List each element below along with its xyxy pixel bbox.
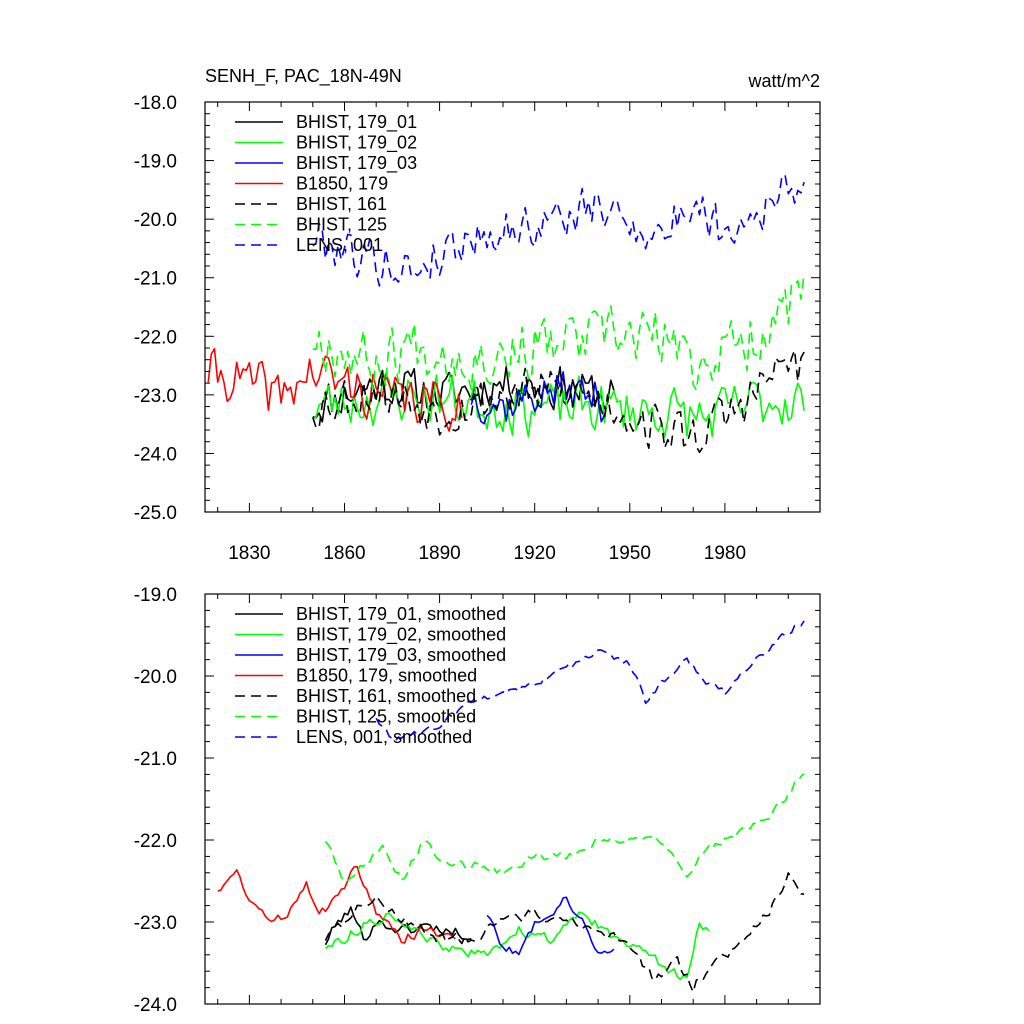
legend-label: BHIST, 179_03, smoothed [296, 645, 506, 666]
y-tick-label: -19.0 [134, 585, 177, 606]
x-tick-label: 1890 [418, 543, 460, 564]
x-tick-label: 1950 [609, 543, 651, 564]
plot-title: SENH_F, PAC_18N-49N [205, 66, 402, 87]
legend-label: B1850, 179, smoothed [296, 666, 477, 686]
units-label: watt/m^2 [748, 71, 820, 91]
y-tick-label: -24.0 [134, 444, 177, 465]
series-line-2 [312, 372, 805, 438]
series-line-7 [312, 174, 805, 287]
y-tick-label: -22.0 [134, 327, 177, 348]
legend-label: BHIST, 125, smoothed [296, 707, 476, 727]
series-line-5 [324, 872, 805, 993]
y-tick-label: -21.0 [134, 269, 177, 290]
series-line-3 [486, 896, 615, 956]
y-tick-label: -23.0 [134, 386, 177, 407]
top-panel: 1830 1860 1890 1920 1950 1980 -25.0 -24.0 -23.0 -… [134, 93, 821, 564]
series-line-4 [217, 865, 456, 944]
legend-label: BHIST, 179_02 [296, 133, 417, 154]
series-line-6 [312, 273, 805, 392]
y-tick-label: -20.0 [134, 210, 177, 231]
plot-frame [204, 101, 821, 513]
series-lines [207, 174, 805, 454]
series-line-1 [324, 906, 472, 946]
series-line-2 [324, 911, 710, 981]
y-axis-ticks [205, 101, 820, 513]
x-tick-label: 1860 [323, 543, 365, 564]
y-tick-label: -20.0 [134, 667, 177, 688]
legend-label: BHIST, 179_02, smoothed [296, 625, 506, 646]
legend-label: LENS, 001, smoothed [296, 727, 472, 747]
legend-label: BHIST, 179_03 [296, 153, 417, 174]
legend-label: BHIST, 179_01 [296, 112, 417, 133]
x-tick-label: 1830 [228, 543, 270, 564]
series-line-7 [375, 620, 805, 742]
x-tick-label: 1920 [514, 543, 556, 564]
legend-label: BHIST, 161 [296, 194, 387, 214]
x-tick-label: 1980 [704, 543, 746, 564]
series-line-6 [324, 773, 805, 883]
y-tick-label: -24.0 [134, 995, 177, 1016]
y-tick-label: -21.0 [134, 749, 177, 770]
legend-label: B1850, 179 [296, 174, 388, 194]
y-tick-label: -25.0 [134, 503, 177, 524]
x-axis-ticks [217, 594, 821, 1004]
y-tick-label: -22.0 [134, 831, 177, 852]
legend-label: BHIST, 125 [296, 215, 387, 235]
legend-label: BHIST, 161, smoothed [296, 686, 476, 706]
series-line-5 [312, 349, 805, 454]
legend-label: BHIST, 179_01, smoothed [296, 604, 506, 625]
y-tick-label: -18.0 [134, 93, 177, 114]
bottom-panel: -24.0 -23.0 -22.0 -21.0 -20.0 -19.0 BHIST, 179… [134, 585, 821, 1016]
y-axis-ticks [205, 593, 820, 1005]
series-lines [217, 620, 805, 993]
y-tick-label: -23.0 [134, 913, 177, 934]
x-axis-ticks [217, 102, 821, 512]
plot-frame [204, 593, 821, 1005]
y-tick-label: -19.0 [134, 152, 177, 173]
legend-label: LENS, 001 [296, 235, 383, 255]
